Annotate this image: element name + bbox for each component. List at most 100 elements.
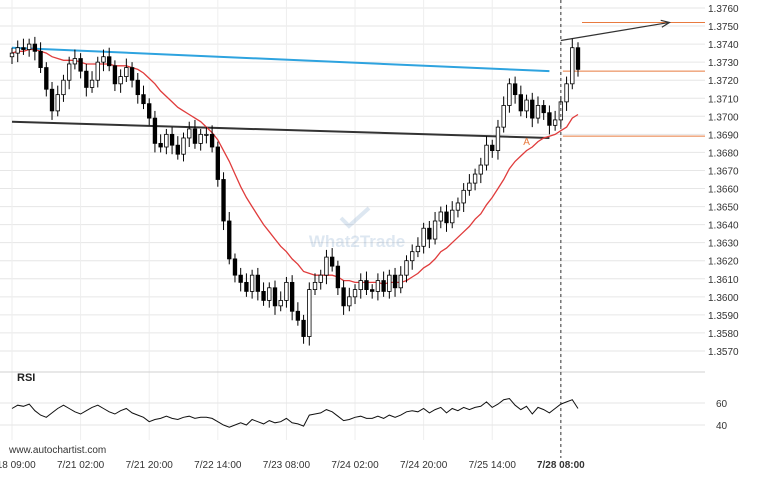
candle <box>215 141 220 187</box>
candle <box>32 36 38 61</box>
candle <box>192 119 198 149</box>
candle <box>484 136 489 171</box>
candle <box>564 76 569 111</box>
candle <box>530 92 535 128</box>
price-tick-label: 1.3750 <box>708 22 739 33</box>
candle-body <box>164 133 169 148</box>
candle <box>101 49 106 72</box>
candle-body <box>324 256 329 276</box>
candle <box>467 174 472 196</box>
moving-average-line <box>11 48 579 285</box>
candle <box>249 269 255 299</box>
candle-body <box>192 128 198 144</box>
candle <box>387 269 392 299</box>
candle <box>129 62 135 88</box>
price-tick-label: 1.3590 <box>708 311 739 322</box>
candle-body <box>495 126 501 152</box>
candle-body <box>32 43 38 52</box>
candle <box>204 127 209 144</box>
candle-body <box>181 137 186 155</box>
candle-body <box>147 103 152 119</box>
candle <box>398 266 403 294</box>
price-tick-label: 1.3710 <box>708 94 739 105</box>
candle <box>107 47 112 72</box>
candle <box>307 282 312 346</box>
time-tick-label: 7/23 08:00 <box>263 460 311 471</box>
candle <box>318 269 323 290</box>
price-tick-label: 1.3610 <box>708 275 739 286</box>
candle-body <box>89 79 95 88</box>
time-tick-label: 7/28 08:00 <box>537 460 585 471</box>
candle <box>164 128 169 155</box>
candle-body <box>455 202 461 211</box>
candle <box>169 127 175 155</box>
candle-body <box>169 133 175 146</box>
candle <box>341 280 346 315</box>
candle-body <box>272 287 278 307</box>
candle-body <box>347 296 352 307</box>
candle <box>490 139 495 158</box>
candle <box>444 204 449 232</box>
candle-body <box>289 281 295 312</box>
candle <box>284 276 289 308</box>
candle <box>324 249 329 285</box>
candle <box>152 110 158 153</box>
candle <box>141 85 146 110</box>
candle <box>575 42 581 77</box>
candle <box>9 47 15 64</box>
candle <box>301 314 306 344</box>
candle <box>295 302 301 326</box>
candle <box>89 71 95 93</box>
watermark-text: What2Trade <box>309 232 405 251</box>
price-tick-label: 1.3650 <box>708 203 739 214</box>
candle-body <box>335 265 341 289</box>
candle-body <box>55 94 60 112</box>
candle-body <box>21 47 26 50</box>
candle-body <box>535 105 541 119</box>
candle <box>147 98 152 126</box>
candle-body <box>284 281 289 301</box>
candle-body <box>101 56 106 63</box>
candle <box>404 255 409 283</box>
candle <box>55 85 60 117</box>
candle-body <box>255 274 261 292</box>
candle <box>238 267 243 292</box>
candle-body <box>187 128 192 139</box>
candle-body <box>198 133 203 144</box>
candle-body <box>364 280 369 291</box>
candle <box>124 58 129 83</box>
candle <box>15 40 20 63</box>
candle <box>44 62 49 97</box>
candle-body <box>227 220 232 260</box>
price-tick-label: 1.3700 <box>708 112 739 123</box>
candle-body <box>66 63 72 81</box>
candle-body <box>370 289 375 292</box>
candle <box>375 273 381 301</box>
candle <box>392 267 398 297</box>
candle-body <box>398 274 403 289</box>
price-tick-label: 1.3660 <box>708 185 739 196</box>
forecast-arrowhead <box>660 19 671 28</box>
candle-body <box>552 119 558 126</box>
candle <box>518 85 524 117</box>
candle <box>232 253 238 283</box>
candle-body <box>307 289 312 337</box>
candle-body <box>301 319 306 337</box>
candle <box>541 100 546 120</box>
resistance-line <box>11 46 550 73</box>
candle-body <box>467 182 472 191</box>
price-tick-label: 1.3620 <box>708 257 739 268</box>
candle-body <box>232 258 238 276</box>
price-tick-label: 1.3580 <box>708 329 739 340</box>
candle <box>501 96 506 133</box>
candle <box>455 197 461 218</box>
candle <box>66 56 72 90</box>
candle <box>26 38 32 57</box>
candle <box>570 38 575 90</box>
candle-body <box>175 144 180 155</box>
candle-body <box>490 144 495 152</box>
candle <box>381 271 386 297</box>
price-tick-label: 1.3630 <box>708 239 739 250</box>
candle-body <box>421 227 426 247</box>
